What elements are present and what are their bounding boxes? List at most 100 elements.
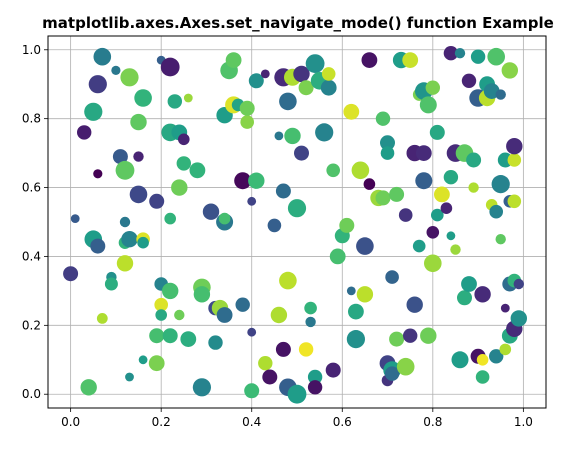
scatter-point	[293, 65, 310, 83]
scatter-point	[247, 196, 257, 206]
scatter-point	[429, 124, 445, 140]
scatter-point	[415, 145, 432, 162]
scatter-point	[356, 286, 374, 303]
scatter-point	[487, 47, 506, 66]
scatter-point	[320, 79, 337, 96]
scatter-point	[402, 52, 419, 68]
scatter-point	[440, 202, 453, 214]
scatter-point	[375, 190, 391, 206]
scatter-point	[225, 52, 242, 68]
scatter-point	[396, 357, 415, 376]
scatter-point	[351, 161, 370, 180]
scatter-point	[431, 208, 444, 222]
scatter-point	[489, 349, 504, 364]
scatter-point	[474, 286, 491, 303]
scatter-point	[346, 330, 365, 349]
scatter-point	[77, 125, 92, 140]
scatter-point	[260, 69, 270, 79]
scatter-point	[384, 366, 400, 381]
scatter-point	[178, 133, 190, 146]
scatter-point	[495, 89, 506, 100]
scatter-point	[96, 313, 108, 324]
scatter-point	[380, 135, 395, 151]
scatter-point	[119, 216, 131, 228]
scatter-point	[262, 369, 278, 385]
scatter-point	[160, 57, 180, 77]
scatter-point	[348, 303, 364, 320]
scatter-point	[70, 214, 80, 224]
scatter-point	[304, 301, 317, 315]
scatter-point	[192, 378, 211, 397]
scatter-point	[240, 115, 254, 129]
scatter-point	[501, 62, 518, 79]
scatter-point	[468, 182, 479, 193]
scatter-point	[88, 75, 107, 94]
scatter-point	[171, 179, 188, 196]
scatter-point	[149, 193, 165, 209]
scatter-point	[137, 236, 149, 249]
scatter-point	[275, 341, 291, 357]
scatter-point	[125, 372, 134, 382]
scatter-point	[495, 234, 506, 245]
scatter-point	[284, 127, 301, 145]
scatter-point	[507, 153, 522, 167]
scatter-point	[470, 49, 486, 64]
scatter-point	[426, 226, 440, 239]
scatter-point	[339, 217, 355, 233]
y-tick-label: 1.0	[22, 43, 41, 57]
scatter-point	[403, 328, 418, 343]
scatter-point	[134, 89, 152, 107]
scatter-point	[506, 138, 523, 155]
scatter-point	[149, 328, 165, 344]
scatter-point	[279, 92, 297, 111]
y-tick-label: 0.6	[22, 181, 41, 195]
scatter-point	[446, 231, 456, 241]
scatter-point	[298, 342, 314, 357]
scatter-point	[385, 270, 399, 284]
scatter-point	[247, 327, 257, 337]
scatter-point	[491, 175, 510, 194]
scatter-point	[63, 266, 79, 282]
scatter-point	[305, 54, 325, 73]
scatter-point	[406, 296, 423, 313]
scatter-point	[155, 309, 167, 321]
scatter-point	[389, 186, 405, 202]
scatter-point	[193, 286, 211, 303]
scatter-point	[420, 327, 437, 344]
scatter-point	[162, 328, 178, 344]
scatter-point	[305, 316, 316, 328]
scatter-point	[148, 355, 165, 372]
scatter-point	[489, 204, 504, 219]
y-tick-label: 0.8	[22, 112, 41, 126]
scatter-point	[298, 80, 314, 96]
scatter-point	[84, 102, 103, 121]
scatter-point	[248, 73, 264, 89]
x-tick-label: 0.6	[333, 415, 352, 429]
scatter-point	[443, 46, 459, 61]
scatter-point	[307, 380, 323, 395]
scatter-point	[121, 231, 138, 248]
scatter-point	[244, 383, 260, 399]
scatter-point	[326, 163, 341, 178]
scatter-point	[162, 282, 179, 300]
scatter-point	[180, 331, 197, 347]
scatter-point	[294, 145, 309, 161]
scatter-point	[274, 131, 284, 141]
axes-frame	[47, 35, 547, 409]
scatter-point	[343, 103, 360, 120]
scatter-point	[398, 208, 413, 222]
scatter-point	[361, 52, 378, 68]
scatter-point	[133, 151, 144, 162]
scatter-point	[424, 254, 442, 273]
scatter-point	[248, 172, 265, 189]
scatter-point	[307, 369, 323, 385]
points-layer	[63, 46, 527, 404]
x-tick-label: 1.0	[514, 415, 533, 429]
x-tick-label: 0.8	[423, 415, 442, 429]
scatter-point	[454, 48, 466, 59]
scatter-point	[80, 379, 97, 396]
x-tick-label: 0.4	[242, 415, 261, 429]
scatter-point	[287, 384, 307, 404]
scatter-point	[476, 354, 489, 366]
scatter-point	[167, 94, 182, 109]
